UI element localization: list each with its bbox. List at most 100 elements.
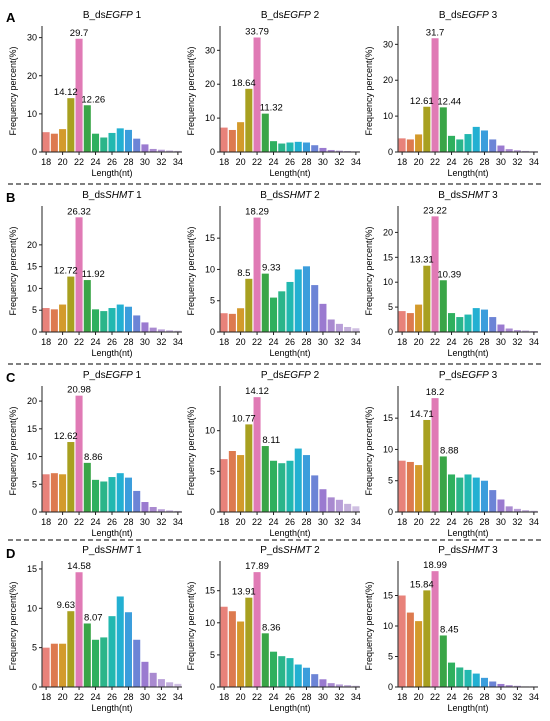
bar-34 [174, 683, 182, 687]
bar-23 [83, 280, 91, 332]
bar-24 [448, 313, 456, 332]
chart-title-replicate: 3 [489, 190, 498, 201]
chart-title-prefix: B_ds [261, 10, 284, 21]
bar-23 [83, 105, 91, 152]
x-tick-label: 28 [123, 157, 133, 167]
x-tick-label: 24 [91, 157, 101, 167]
data-label-23: 8.07 [84, 612, 103, 623]
bar-27 [294, 269, 302, 332]
bar-32 [157, 509, 165, 512]
bar-21 [423, 419, 431, 512]
bar-27 [116, 596, 124, 687]
chart-title-prefix: P_ds [261, 370, 284, 381]
y-tick-label: 10 [205, 618, 215, 628]
bar-21 [423, 106, 431, 152]
chart-title: P_dsSHMT 1 [82, 545, 142, 556]
y-axis-title: Frequency percent(%) [186, 226, 196, 315]
x-tick-label: 32 [334, 692, 344, 702]
chart-title-gene: SHMT [461, 545, 490, 556]
y-tick-label: 0 [32, 507, 37, 517]
x-tick-label: 22 [430, 517, 440, 527]
y-axis-title: Frequency percent(%) [186, 406, 196, 495]
y-tick-label: 10 [27, 283, 37, 293]
bar-22 [75, 395, 83, 512]
bar-31 [505, 328, 513, 332]
x-tick-label: 20 [58, 157, 68, 167]
bar-28 [124, 129, 132, 152]
bar-24 [270, 297, 278, 332]
x-tick-label: 18 [219, 157, 229, 167]
bar-26 [108, 616, 116, 687]
bar-27 [294, 448, 302, 512]
y-tick-label: 5 [210, 296, 215, 306]
y-tick-label: 0 [388, 327, 393, 337]
bar-32 [335, 499, 343, 512]
y-tick-label: 5 [32, 479, 37, 489]
bar-32 [513, 330, 521, 332]
y-tick-label: 20 [383, 75, 393, 85]
bar-34 [174, 150, 182, 152]
panel-letter-B: B [6, 190, 15, 205]
y-tick-label: 10 [27, 109, 37, 119]
x-tick-label: 32 [512, 337, 522, 347]
bar-21 [423, 265, 431, 332]
chart-title-replicate: 2 [311, 545, 320, 556]
y-tick-label: 10 [27, 603, 37, 613]
bar-33 [522, 510, 530, 512]
bar-33 [522, 150, 530, 152]
bar-20 [415, 465, 423, 512]
bar-21 [67, 276, 75, 332]
x-axis-title: Length(nt) [447, 703, 488, 713]
x-tick-label: 30 [496, 337, 506, 347]
x-tick-label: 20 [58, 692, 68, 702]
x-tick-label: 26 [107, 692, 117, 702]
x-tick-label: 22 [252, 692, 262, 702]
bar-22 [431, 398, 439, 512]
bar-33 [166, 682, 174, 687]
x-axis-title: Length(nt) [269, 528, 310, 538]
data-label-23: 10.39 [437, 269, 461, 280]
data-label-21: 9.63 [57, 600, 76, 611]
y-tick-label: 15 [383, 591, 393, 601]
chart-title: B_dsSHMT 2 [260, 190, 320, 201]
x-tick-label: 20 [414, 337, 424, 347]
bar-29 [133, 138, 141, 152]
chart-title-prefix: B_ds [83, 10, 106, 21]
bar-30 [141, 144, 149, 153]
x-axis-title: Length(nt) [269, 168, 310, 178]
x-tick-label: 18 [397, 517, 407, 527]
chart-title: P_dsSHMT 2 [260, 545, 320, 556]
chart-title-gene: SHMT [105, 545, 134, 556]
y-tick-label: 0 [32, 327, 37, 337]
bar-18 [42, 132, 50, 152]
chart-title-replicate: 1 [133, 10, 142, 21]
chart-title-gene: EGFP [106, 370, 134, 381]
x-tick-label: 28 [123, 337, 133, 347]
bar-30 [141, 661, 149, 687]
x-tick-label: 20 [58, 517, 68, 527]
data-label-22: 20.98 [67, 385, 91, 396]
bar-24 [270, 141, 278, 152]
bar-22 [253, 37, 261, 152]
bar-19 [50, 133, 58, 152]
bar-18 [220, 313, 228, 332]
chart-title-gene: SHMT [283, 190, 312, 201]
chart-title-prefix: P_ds [260, 545, 283, 556]
bar-28 [124, 477, 132, 512]
x-tick-label: 20 [236, 157, 246, 167]
x-tick-label: 26 [463, 517, 473, 527]
x-tick-label: 22 [74, 517, 84, 527]
bar-32 [335, 150, 343, 152]
y-tick-label: 0 [210, 327, 215, 337]
x-tick-label: 18 [397, 692, 407, 702]
x-tick-label: 30 [318, 692, 328, 702]
bar-32 [157, 149, 165, 152]
x-tick-label: 26 [463, 692, 473, 702]
bar-25 [278, 656, 286, 687]
